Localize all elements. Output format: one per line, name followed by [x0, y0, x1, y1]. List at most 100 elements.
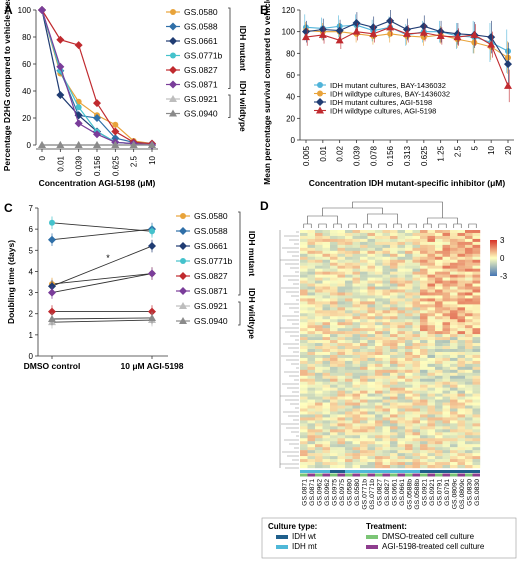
heatmap-cell: [472, 375, 481, 379]
heatmap-cell: [412, 390, 421, 394]
heatmap-cell: [397, 354, 406, 359]
heatmap-cell: [367, 241, 376, 246]
heatmap-cell: [427, 265, 436, 269]
heatmap-cell: [330, 447, 338, 451]
heatmap-cell: [457, 411, 466, 415]
heatmap-cell: [360, 396, 368, 400]
heatmap-cell: [390, 265, 398, 269]
heatmap-cell: [337, 462, 346, 466]
heatmap-cell: [465, 405, 473, 409]
heatmap-cell: [412, 247, 421, 252]
heatmap-cell: [420, 360, 428, 365]
heatmap-cell: [307, 301, 316, 305]
heatmap-cell: [405, 331, 413, 335]
heatmap-cell: [457, 289, 466, 293]
heatmap-cell: [367, 346, 376, 350]
heatmap-cell: [397, 271, 406, 275]
heatmap-cell: [382, 432, 391, 436]
heatmap-cell: [315, 295, 323, 299]
heatmap-cell: [450, 405, 458, 409]
heatmap-cell: [390, 381, 398, 385]
heatmap-cell: [412, 408, 421, 412]
data-point: [403, 25, 411, 34]
heatmap-cell: [330, 304, 338, 308]
heatmap-cell: [360, 453, 368, 457]
heatmap-cell: [420, 340, 428, 344]
heatmap-cell: [322, 331, 331, 335]
column-dendrogram: [322, 207, 383, 216]
heatmap-cell: [427, 426, 436, 430]
heatmap-cell: [330, 313, 338, 317]
heatmap-cell: [465, 301, 473, 305]
heatmap-cell: [397, 328, 406, 332]
heatmap-cell: [322, 307, 331, 311]
legend-title-culture: Culture type:: [268, 522, 317, 531]
heatmap-cell: [405, 390, 413, 394]
heatmap-cell: [322, 438, 331, 442]
heatmap-cell: [330, 319, 338, 323]
heatmap-cell: [307, 343, 316, 347]
heatmap-cell: [337, 429, 346, 433]
heatmap-cell: [405, 250, 413, 254]
heatmap-cell: [397, 384, 406, 388]
heatmap-cell: [465, 438, 473, 442]
heatmap-cell: [345, 280, 353, 284]
heatmap-cell: [450, 241, 458, 246]
heatmap-cell: [450, 247, 458, 252]
heatmap-cell: [442, 372, 451, 376]
heatmap-cell: [412, 396, 421, 400]
heatmap-cell: [457, 307, 466, 311]
heatmap-cell: [405, 343, 413, 347]
heatmap-cell: [307, 349, 316, 353]
heatmap-cell: [405, 322, 413, 326]
culture-type-bar: [405, 470, 413, 473]
legend-label: IDH wt: [292, 532, 317, 541]
heatmap-cell: [435, 328, 443, 332]
heatmap-cell: [307, 316, 316, 320]
heatmap-cell: [360, 328, 368, 332]
heatmap-cell: [457, 292, 466, 296]
heatmap-cell: [442, 399, 451, 403]
heatmap-cell: [457, 232, 466, 237]
heatmap-cell: [457, 340, 466, 344]
heatmap-cell: [360, 277, 368, 281]
legend-label: GS.0771b: [184, 51, 223, 61]
heatmap-cell: [300, 354, 308, 359]
heatmap-cell: [315, 387, 323, 391]
heatmap-cell: [427, 271, 436, 275]
heatmap-cell: [412, 292, 421, 296]
heatmap-cell: [435, 384, 443, 388]
heatmap-cell: [412, 319, 421, 323]
heatmap-cell: [405, 444, 413, 448]
heatmap-cell: [307, 250, 316, 254]
heatmap-cell: [345, 238, 353, 243]
heatmap-cell: [352, 340, 361, 344]
heatmap-cell: [427, 343, 436, 347]
heatmap-cell: [390, 349, 398, 353]
heatmap-cell: [427, 444, 436, 448]
heatmap-cell: [427, 456, 436, 460]
heatmap-cell: [472, 441, 481, 445]
heatmap-cell: [360, 289, 368, 293]
heatmap-cell: [427, 262, 436, 266]
heatmap-cell: [435, 241, 443, 246]
heatmap-cell: [420, 235, 428, 240]
heatmap-cell: [300, 414, 308, 418]
heatmap-cell: [345, 244, 353, 249]
heatmap-cell: [322, 274, 331, 278]
panel-letter: C: [4, 201, 13, 215]
heatmap-cell: [307, 292, 316, 296]
heatmap-cell: [420, 247, 428, 252]
heatmap-cell: [457, 426, 466, 430]
heatmap-cell: [450, 429, 458, 433]
heatmap-cell: [465, 328, 473, 332]
heatmap-cell: [442, 304, 451, 308]
heatmap-cell: [322, 411, 331, 415]
heatmap-cell: [465, 432, 473, 436]
heatmap-cell: [382, 286, 391, 290]
heatmap-cell: [390, 390, 398, 394]
data-point: [453, 33, 462, 41]
heatmap-cell: [472, 411, 481, 415]
heatmap-cell: [360, 366, 368, 371]
legend-marker: [316, 98, 324, 106]
